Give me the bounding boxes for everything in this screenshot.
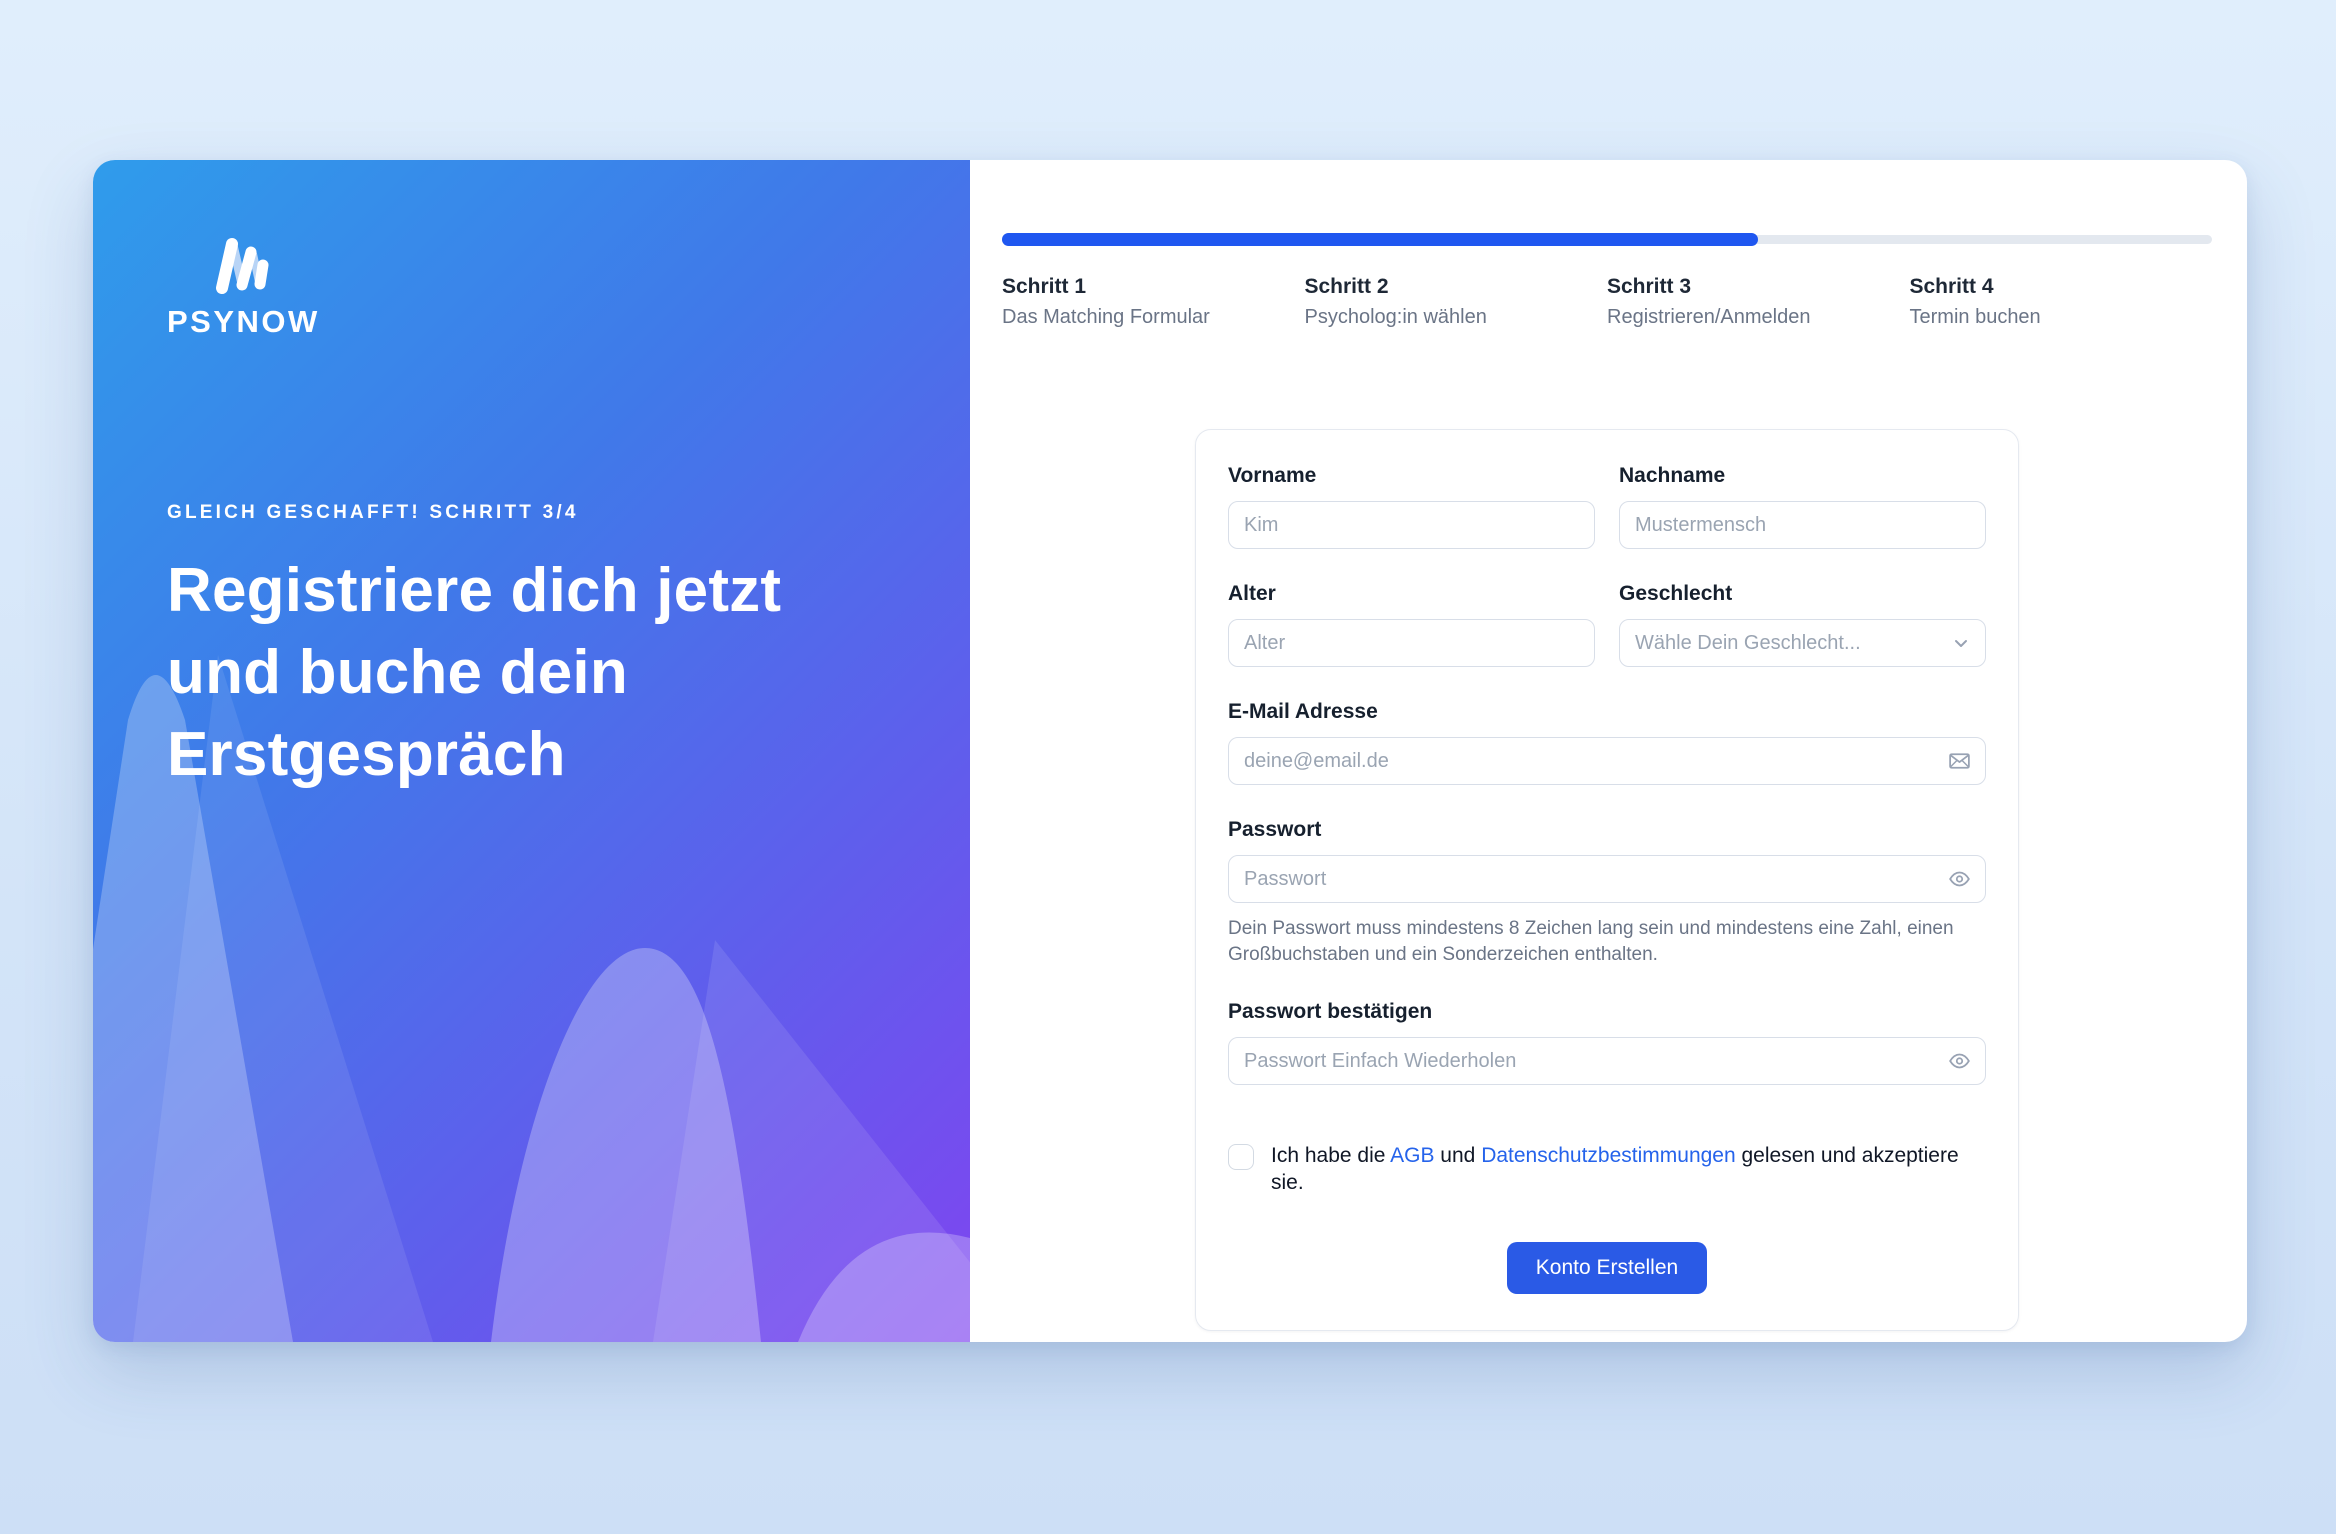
alter-label: Alter — [1228, 582, 1276, 605]
passwort-bestaetigen-label: Passwort bestätigen — [1228, 1000, 1433, 1024]
step-4-subtitle: Termin buchen — [1909, 306, 2041, 328]
nachname-field-group: Nachname — [1619, 464, 1986, 582]
registration-panel: Schritt 1 Das Matching Formular Schritt … — [970, 160, 2247, 1342]
step-2-subtitle: Psycholog:in wählen — [1304, 306, 1487, 328]
consent-middle: und — [1434, 1144, 1482, 1168]
passwort-label: Passwort — [1228, 818, 1322, 841]
step-3-title: Schritt 3 — [1607, 275, 1692, 298]
step-4-title: Schritt 4 — [1909, 275, 1994, 298]
email-input[interactable] — [1228, 737, 1986, 785]
psynow-logo: PSYNOW — [167, 232, 347, 340]
eye-icon-passwort[interactable] — [1947, 867, 1972, 892]
progress-fill — [1002, 233, 1759, 246]
decorative-petal-shapes — [93, 655, 970, 1342]
consent-suffix: gelesen und akzeptiere sie. — [1271, 1144, 1959, 1194]
nachname-input[interactable] — [1619, 501, 1986, 549]
hero-heading: Registriere dich jetzt und buche dein Er… — [167, 556, 782, 789]
datenschutz-link[interactable]: Datenschutzbestimmungen — [1481, 1144, 1736, 1168]
mail-icon — [1947, 749, 1972, 774]
step-3: Schritt 3 Registrieren/Anmelden — [1607, 275, 1910, 329]
left-hero-panel: PSYNOW GLEICH GESCHAFFT! SCHRITT 3/4 Reg… — [93, 160, 970, 1342]
nachname-label: Nachname — [1619, 464, 1726, 487]
step-1-subtitle: Das Matching Formular — [1002, 306, 1210, 328]
alter-input[interactable] — [1228, 619, 1595, 667]
alter-field-group: Alter — [1228, 582, 1595, 667]
chevron-down-icon — [1955, 640, 1967, 647]
eye-icon-bestaetigen[interactable] — [1947, 1049, 1972, 1074]
geschlecht-placeholder: Wähle Dein Geschlecht... — [1635, 631, 1861, 654]
psynow-logo-mark-icon — [216, 238, 269, 294]
geschlecht-select[interactable]: Wähle Dein Geschlecht... — [1619, 619, 1986, 667]
step-2-title: Schritt 2 — [1304, 275, 1389, 298]
step-3-subtitle: Registrieren/Anmelden — [1607, 306, 1811, 328]
email-field-group: E-Mail Adresse — [1228, 700, 1986, 785]
agb-checkbox[interactable] — [1228, 1144, 1254, 1171]
passwort-helper-text: Dein Passwort muss mindestens 8 Zeichen … — [1228, 918, 1954, 965]
passwort-field-group: Passwort Dein Passwort muss mindestens 8… — [1228, 818, 1986, 967]
progress-bar — [1002, 233, 2212, 246]
passwort-bestaetigen-input[interactable] — [1228, 1037, 1986, 1086]
step-eyebrow: GLEICH GESCHAFFT! SCHRITT 3/4 — [167, 502, 579, 523]
consent-row: Ich habe die AGB und Datenschutzbestimmu… — [1228, 1143, 1986, 1196]
step-1-title: Schritt 1 — [1002, 275, 1087, 298]
passwort-input[interactable] — [1228, 855, 1986, 903]
registration-form: Vorname Nachname Alter — [1195, 429, 2019, 1331]
step-1: Schritt 1 Das Matching Formular — [1002, 275, 1305, 329]
step-2: Schritt 2 Psycholog:in wählen — [1305, 275, 1608, 329]
brand-name: PSYNOW — [167, 304, 320, 339]
email-label: E-Mail Adresse — [1228, 700, 1378, 723]
consent-text: Ich habe die AGB und Datenschutzbestimmu… — [1271, 1143, 1986, 1196]
main-card: PSYNOW GLEICH GESCHAFFT! SCHRITT 3/4 Reg… — [93, 160, 2247, 1342]
steps-row: Schritt 1 Das Matching Formular Schritt … — [1002, 275, 2212, 329]
konto-erstellen-button[interactable]: Konto Erstellen — [1506, 1241, 1708, 1294]
step-4: Schritt 4 Termin buchen — [1910, 275, 2213, 329]
agb-link[interactable]: AGB — [1390, 1144, 1435, 1168]
passwort-bestaetigen-field-group: Passwort bestätigen — [1228, 1000, 1986, 1086]
vorname-label: Vorname — [1228, 464, 1317, 487]
consent-prefix: Ich habe die — [1271, 1144, 1391, 1168]
vorname-field-group: Vorname — [1228, 464, 1595, 549]
geschlecht-label: Geschlecht — [1619, 582, 1733, 605]
geschlecht-field-group: Geschlecht Wähle Dein Geschlecht... — [1619, 582, 1986, 700]
vorname-input[interactable] — [1228, 501, 1595, 549]
